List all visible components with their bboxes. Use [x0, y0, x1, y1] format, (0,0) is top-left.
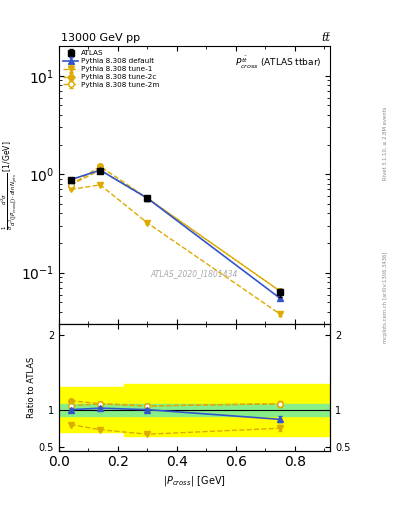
Text: mcplots.cern.ch [arXiv:1306.3436]: mcplots.cern.ch [arXiv:1306.3436] — [383, 251, 387, 343]
Text: $P^{t\bar{t}}_{cross}$ (ATLAS ttbar): $P^{t\bar{t}}_{cross}$ (ATLAS ttbar) — [235, 54, 322, 71]
Text: ATLAS_2020_I1801434: ATLAS_2020_I1801434 — [151, 270, 238, 279]
Y-axis label: Ratio to ATLAS: Ratio to ATLAS — [27, 357, 36, 418]
Legend: ATLAS, Pythia 8.308 default, Pythia 8.308 tune-1, Pythia 8.308 tune-2c, Pythia 8: ATLAS, Pythia 8.308 default, Pythia 8.30… — [61, 48, 161, 90]
Text: tt̅: tt̅ — [321, 33, 330, 44]
X-axis label: $|P_{cross}|$ [GeV]: $|P_{cross}|$ [GeV] — [163, 474, 226, 487]
Y-axis label: $\frac{1}{\sigma}\frac{d^2\sigma}{d^2(|P_{cross}|)\cdot d\ln N_{jets}}$ [1/GeV]: $\frac{1}{\sigma}\frac{d^2\sigma}{d^2(|P… — [0, 140, 20, 230]
Text: Rivet 3.1.10, ≥ 2.8M events: Rivet 3.1.10, ≥ 2.8M events — [383, 106, 387, 180]
Text: 13000 GeV pp: 13000 GeV pp — [61, 33, 140, 44]
